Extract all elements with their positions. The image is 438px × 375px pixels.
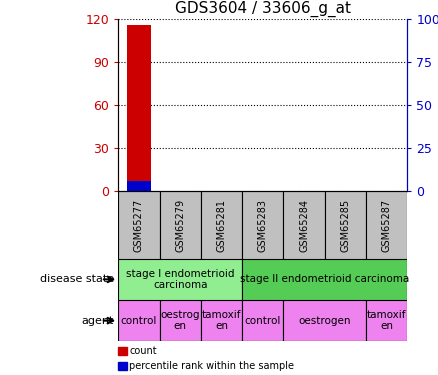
Bar bbox=[118, 191, 159, 259]
Text: GSM65284: GSM65284 bbox=[299, 198, 309, 252]
Bar bbox=[242, 191, 283, 259]
Bar bbox=[159, 300, 201, 341]
Text: GSM65287: GSM65287 bbox=[381, 198, 392, 252]
Text: count: count bbox=[129, 346, 157, 356]
Text: agent: agent bbox=[81, 316, 114, 326]
Bar bbox=[366, 300, 407, 341]
Bar bbox=[118, 259, 242, 300]
Bar bbox=[242, 300, 283, 341]
Text: control: control bbox=[121, 316, 157, 326]
Bar bbox=[201, 191, 242, 259]
Bar bbox=[127, 24, 151, 191]
Bar bbox=[201, 300, 242, 341]
Bar bbox=[127, 181, 151, 191]
Bar bbox=[325, 191, 366, 259]
Bar bbox=[283, 191, 325, 259]
Text: stage I endometrioid
carcinoma: stage I endometrioid carcinoma bbox=[126, 268, 234, 290]
Text: GSM65285: GSM65285 bbox=[340, 198, 350, 252]
Bar bbox=[366, 191, 407, 259]
Title: GDS3604 / 33606_g_at: GDS3604 / 33606_g_at bbox=[175, 1, 351, 17]
Bar bbox=[159, 191, 201, 259]
Bar bbox=[118, 300, 159, 341]
Text: GSM65281: GSM65281 bbox=[216, 198, 226, 252]
Bar bbox=[283, 300, 366, 341]
Bar bbox=[242, 259, 407, 300]
Text: GSM65283: GSM65283 bbox=[258, 198, 268, 252]
Text: percentile rank within the sample: percentile rank within the sample bbox=[129, 361, 294, 371]
Text: tamoxif
en: tamoxif en bbox=[202, 310, 241, 332]
Text: tamoxif
en: tamoxif en bbox=[367, 310, 406, 332]
Text: GSM65279: GSM65279 bbox=[175, 198, 185, 252]
Text: GSM65277: GSM65277 bbox=[134, 198, 144, 252]
Text: control: control bbox=[244, 316, 281, 326]
Text: oestrog
en: oestrog en bbox=[160, 310, 200, 332]
Text: disease state: disease state bbox=[40, 274, 114, 284]
Text: oestrogen: oestrogen bbox=[298, 316, 351, 326]
Text: stage II endometrioid carcinoma: stage II endometrioid carcinoma bbox=[240, 274, 410, 284]
